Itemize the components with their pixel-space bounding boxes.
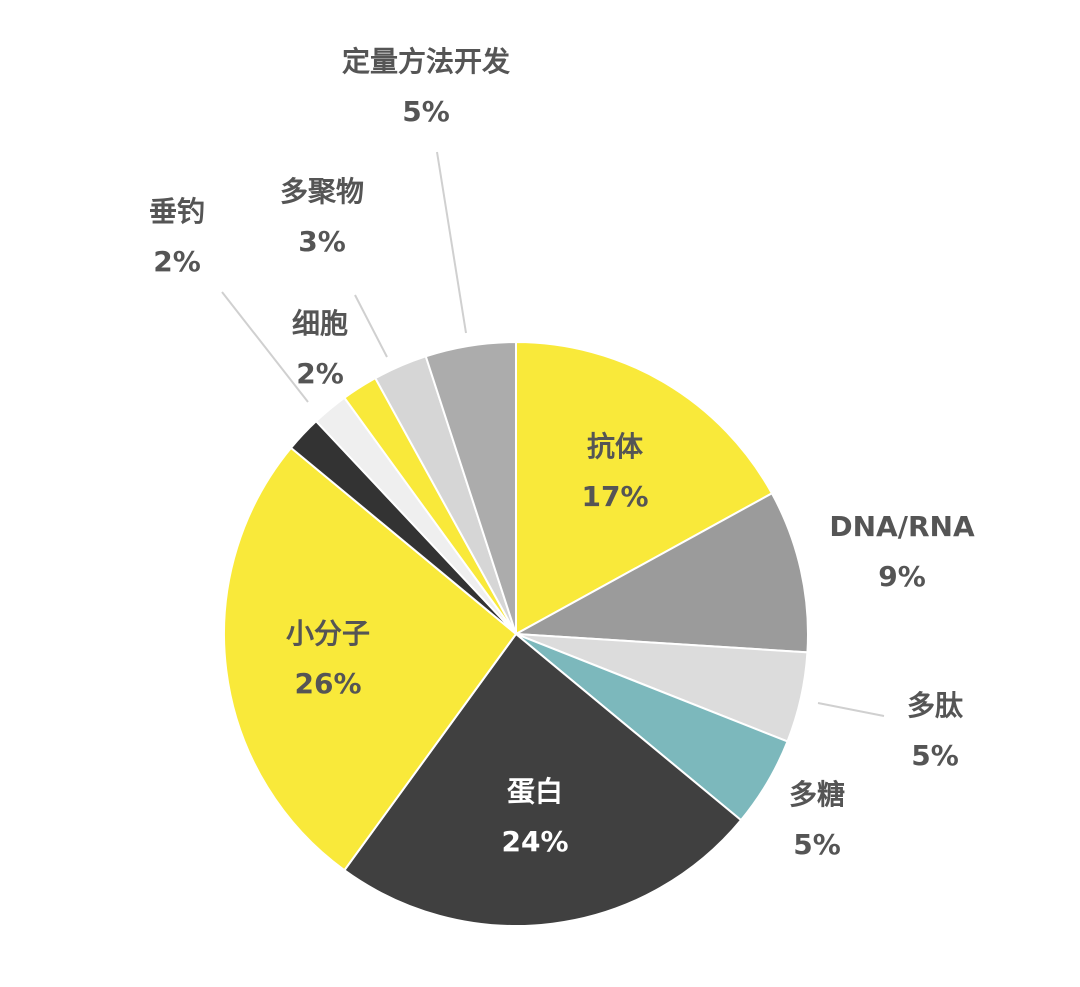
slice-percent: 17% — [581, 480, 648, 513]
leader-line — [221, 291, 309, 403]
slice-label: 垂钓 — [149, 195, 205, 228]
slice-percent: 3% — [298, 225, 346, 258]
slice-percent: 5% — [402, 95, 450, 128]
slice-percent: 24% — [501, 825, 568, 858]
leader-line — [354, 294, 388, 358]
pie-slice-DNA/RNA — [512, 491, 809, 654]
slice-percent: 9% — [878, 560, 926, 593]
slice-label: 定量方法开发 — [342, 45, 510, 78]
slice-label: 小分子 — [286, 617, 370, 650]
leader-lines — [221, 151, 885, 717]
slice-label: 多糖 — [789, 778, 845, 811]
pie-slice-定量方法开发 — [424, 340, 517, 635]
slice-label: 蛋白 — [507, 775, 563, 808]
leader-line — [436, 151, 467, 334]
slice-label: 抗体 — [587, 430, 644, 463]
pie-slice-蛋白 — [342, 632, 743, 927]
leader-line — [817, 702, 885, 717]
slice-label: 多聚物 — [280, 175, 364, 208]
slice-percent: 2% — [153, 245, 201, 278]
pie-slices — [223, 340, 809, 927]
pie-slice-抗体 — [515, 340, 774, 636]
slice-percent: 5% — [793, 828, 841, 861]
slice-labels: 抗体 17% DNA/RNA 9% 多肽 5% 多糖 5% 蛋白 24% 小分子 26% 垂钓 2% 细胞 2… — [149, 45, 975, 861]
slice-label: 多肽 — [907, 689, 964, 722]
slice-percent: 5% — [911, 739, 959, 772]
slice-label: 细胞 — [292, 307, 348, 340]
slice-label: DNA/RNA — [829, 510, 975, 543]
slice-percent: 2% — [296, 357, 344, 390]
pie-slice-小分子 — [223, 446, 518, 872]
slice-percent: 26% — [294, 667, 361, 700]
